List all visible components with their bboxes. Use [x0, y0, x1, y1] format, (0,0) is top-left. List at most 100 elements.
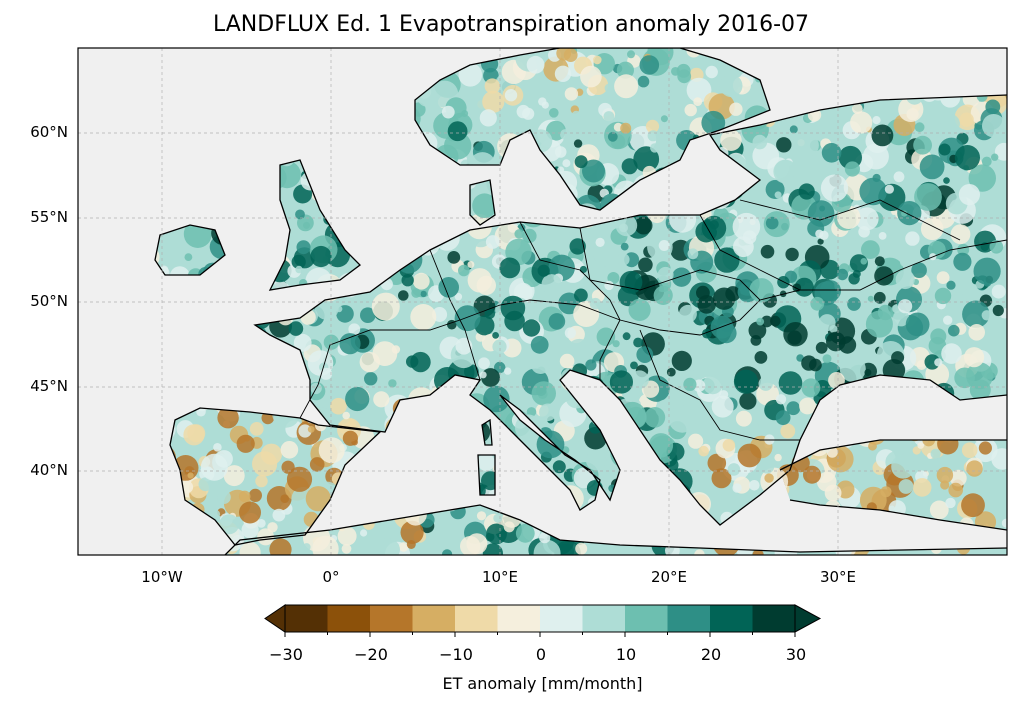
anomaly-patch [398, 290, 409, 301]
anomaly-patch [533, 539, 561, 555]
anomaly-patch [303, 221, 310, 229]
anomaly-patch [582, 159, 605, 183]
anomaly-patch [617, 253, 630, 266]
anomaly-patch [981, 310, 992, 321]
anomaly-patch [359, 351, 380, 373]
lon-tick-label: 10°W [141, 568, 183, 586]
anomaly-patch [735, 410, 752, 427]
anomaly-patch [844, 161, 861, 177]
anomaly-patch [698, 445, 709, 457]
colorbar-segment [412, 605, 456, 632]
anomaly-patch [683, 377, 697, 391]
lon-tick-label: 0° [322, 568, 340, 586]
anomaly-patch [431, 349, 441, 359]
anomaly-patch [867, 295, 874, 302]
anomaly-patch [187, 472, 194, 479]
anomaly-patch [360, 307, 376, 324]
anomaly-patch [291, 254, 306, 269]
anomaly-patch [280, 494, 290, 504]
anomaly-patch [739, 392, 757, 410]
anomaly-patch [516, 104, 530, 119]
anomaly-patch [593, 55, 602, 65]
anomaly-patch [454, 293, 463, 301]
anomaly-patch [288, 321, 304, 336]
anomaly-patch [616, 61, 635, 79]
anomaly-patch [858, 226, 870, 238]
anomaly-patch [891, 351, 905, 365]
anomaly-patch [677, 69, 692, 84]
anomaly-patch [940, 114, 960, 134]
anomaly-patch [614, 74, 639, 99]
anomaly-patch [467, 261, 475, 268]
anomaly-patch [874, 266, 894, 286]
anomaly-patch [593, 241, 619, 267]
anomaly-patch [949, 469, 967, 487]
colorbar-segment [370, 605, 413, 632]
anomaly-patch [339, 333, 361, 355]
anomaly-patch [711, 395, 734, 418]
anomaly-patch [342, 430, 358, 446]
anomaly-patch [655, 146, 676, 167]
anomaly-patch [569, 238, 586, 255]
colorbar-segment [327, 605, 371, 632]
anomaly-patch [342, 411, 351, 420]
anomaly-patch [778, 371, 803, 395]
anomaly-patch [807, 123, 818, 135]
anomaly-patch [892, 310, 910, 327]
anomaly-patch [559, 353, 575, 369]
anomaly-patch [219, 514, 240, 535]
anomaly-patch [526, 407, 537, 417]
anomaly-patch [612, 340, 620, 348]
anomaly-patch [722, 439, 736, 452]
anomaly-patch [630, 361, 638, 370]
anomaly-patch [919, 154, 945, 180]
anomaly-patch [410, 304, 437, 330]
anomaly-patch [760, 315, 773, 328]
anomaly-patch [476, 275, 496, 296]
anomaly-patch [803, 465, 821, 484]
anomaly-patch [686, 77, 712, 103]
anomaly-patch [458, 63, 483, 87]
anomaly-patch [764, 473, 774, 483]
anomaly-patch [964, 347, 985, 368]
anomaly-patch [217, 407, 239, 429]
anomaly-patch [504, 367, 512, 375]
anomaly-patch [604, 83, 614, 93]
anomaly-patch [476, 511, 487, 521]
anomaly-patch [562, 159, 571, 168]
anomaly-patch [541, 274, 562, 295]
anomaly-patch [337, 526, 357, 546]
colorbar-tick-label: −30 [269, 645, 303, 664]
anomaly-patch [801, 378, 821, 398]
anomaly-patch [799, 397, 816, 415]
lat-tick-label: 45°N [30, 377, 68, 395]
anomaly-patch [752, 134, 768, 150]
anomaly-patch [873, 291, 886, 304]
anomaly-patch [852, 103, 863, 115]
anomaly-patch [373, 391, 390, 408]
anomaly-patch [711, 468, 732, 489]
anomaly-patch [537, 264, 550, 277]
anomaly-patch [774, 159, 796, 182]
anomaly-patch [860, 258, 868, 265]
anomaly-patch [749, 480, 760, 491]
anomaly-patch [255, 474, 268, 488]
anomaly-patch [934, 287, 952, 305]
anomaly-patch [684, 103, 697, 117]
anomaly-patch [991, 153, 999, 161]
anomaly-patch [645, 119, 660, 133]
anomaly-patch [296, 240, 311, 255]
anomaly-patch [929, 500, 949, 520]
anomaly-patch [280, 441, 299, 459]
anomaly-patch [388, 379, 397, 388]
anomaly-patch [364, 372, 378, 386]
anomaly-patch [902, 223, 911, 232]
anomaly-patch [954, 145, 981, 171]
anomaly-patch [787, 184, 795, 192]
anomaly-patch [420, 290, 427, 298]
anomaly-patch [859, 177, 887, 206]
anomaly-patch [183, 424, 205, 446]
anomaly-patch [897, 201, 922, 226]
anomaly-patch [801, 355, 817, 371]
anomaly-patch [966, 362, 994, 390]
